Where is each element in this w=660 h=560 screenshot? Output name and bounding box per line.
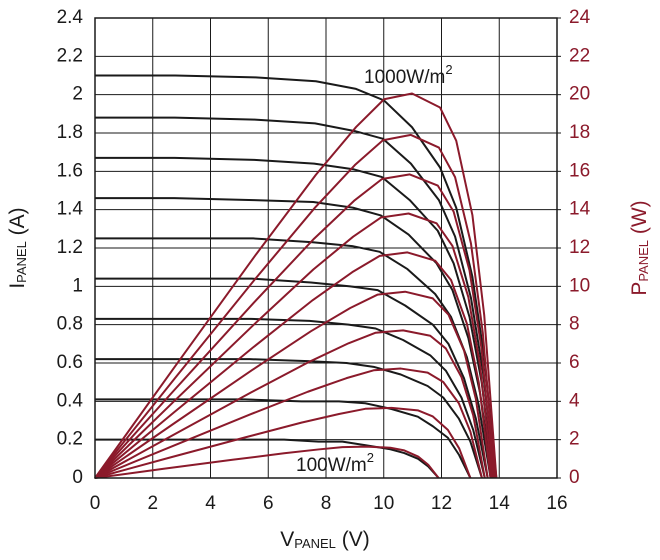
x-tick-label: 2 <box>147 493 158 514</box>
label-main: P <box>628 282 651 296</box>
label-sub: PANEL <box>294 536 336 551</box>
plot-frame <box>94 17 558 479</box>
y-tick-label: 0.2 <box>57 429 83 450</box>
label-unit: (V) <box>336 528 370 551</box>
y2-axis-label: PPANEL (W) <box>628 200 652 295</box>
x-tick-label: 8 <box>321 493 332 514</box>
y-tick-label: 0.4 <box>57 390 84 411</box>
label-unit: (A) <box>6 207 29 241</box>
plot-area <box>94 17 561 479</box>
label-sub: PANEL <box>636 240 651 282</box>
label-main: V <box>280 528 294 551</box>
y2-tick-label: 4 <box>569 390 580 411</box>
curve <box>94 133 496 479</box>
y2-tick-label: 20 <box>569 84 590 105</box>
y2-tick-label: 0 <box>569 467 580 488</box>
curve <box>94 445 440 479</box>
x-tick-label: 10 <box>373 493 394 514</box>
y-axis-label: IPANEL (A) <box>6 207 30 288</box>
label-sub: PANEL <box>14 241 29 283</box>
y2-tick-label: 14 <box>569 199 591 220</box>
x-tick-label: 4 <box>205 493 216 514</box>
y-tick-label: 2.4 <box>57 7 84 28</box>
y2-tick-label: 8 <box>569 314 580 335</box>
y2-tick-label: 18 <box>569 122 590 143</box>
annotation: 100W/m2 <box>296 450 374 476</box>
y2-tick-label: 6 <box>569 352 580 373</box>
curve <box>95 398 472 479</box>
x-tick-label: 12 <box>431 493 452 514</box>
y2-tick-label: 12 <box>569 237 590 258</box>
y2-tick-label: 22 <box>569 45 590 66</box>
y2-tick-label: 24 <box>569 7 591 28</box>
y-tick-label: 1.2 <box>57 237 83 258</box>
curve <box>95 197 494 479</box>
curve <box>95 156 495 479</box>
label-unit: (W) <box>628 200 651 240</box>
y-tick-label: 0.6 <box>57 352 83 373</box>
x-axis-label: VPANEL (V) <box>280 528 370 552</box>
curve <box>95 116 496 479</box>
curve <box>94 212 494 479</box>
x-tick-label: 0 <box>90 493 101 514</box>
curve <box>95 438 440 479</box>
curve <box>95 277 489 479</box>
annotation-sup: 2 <box>367 450 374 465</box>
y-tick-label: 1.8 <box>57 122 83 143</box>
curve <box>94 92 498 479</box>
annotation: 1000W/m2 <box>364 62 453 88</box>
label-main: I <box>6 283 29 289</box>
curve <box>94 251 492 479</box>
y2-tick-label: 16 <box>569 160 590 181</box>
curve <box>94 173 495 479</box>
curve <box>94 406 472 479</box>
curve <box>95 237 492 479</box>
curve <box>95 74 498 479</box>
y-tick-label: 2 <box>72 84 83 105</box>
y-tick-label: 2.2 <box>57 45 83 66</box>
y-tick-label: 1.4 <box>57 199 84 220</box>
x-tick-label: 6 <box>263 493 274 514</box>
y-tick-label: 1.6 <box>57 160 83 181</box>
annotation-sup: 2 <box>445 62 452 77</box>
y2-tick-label: 10 <box>569 275 590 296</box>
curve <box>94 329 486 479</box>
curve <box>95 358 483 479</box>
annotation-text: 100W/m <box>296 455 367 476</box>
curve <box>94 367 483 479</box>
y-tick-label: 0 <box>72 467 83 488</box>
x-tick-label: 16 <box>546 493 567 514</box>
y-tick-label: 0.8 <box>57 314 83 335</box>
y-tick-label: 1 <box>72 275 83 296</box>
x-tick-label: 14 <box>489 493 511 514</box>
curve <box>94 290 489 479</box>
annotation-text: 1000W/m <box>364 67 445 88</box>
y2-tick-label: 2 <box>569 429 580 450</box>
